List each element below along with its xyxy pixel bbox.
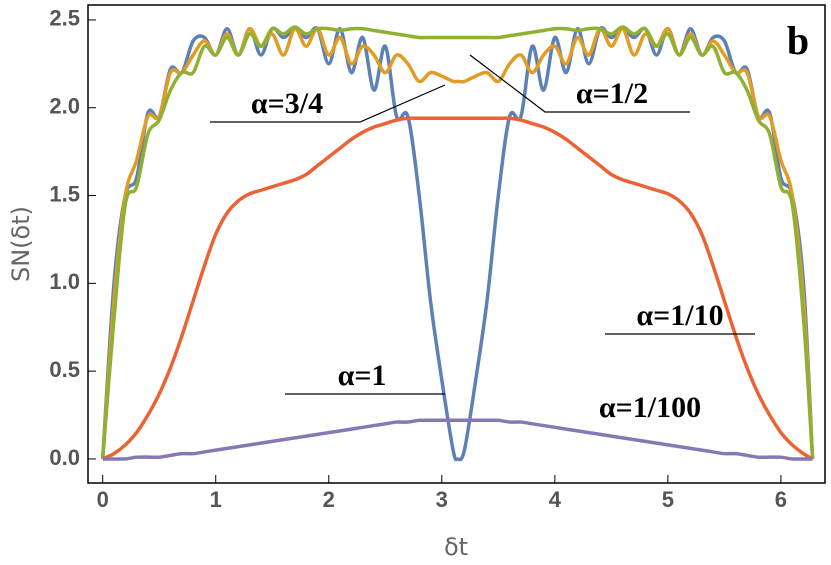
series-label: α=1/2	[576, 77, 648, 110]
y-tick-label: 1.5	[49, 181, 80, 206]
series-line	[102, 418, 813, 461]
panel-label: b	[787, 18, 809, 63]
series-label: α=1	[338, 359, 387, 392]
x-tick-label: 1	[210, 487, 222, 512]
x-tick-label: 0	[97, 487, 109, 512]
x-axis-label: δt	[444, 533, 468, 561]
y-tick-label: 1.0	[49, 269, 80, 294]
series-line	[100, 25, 815, 460]
y-tick-label: 0.0	[49, 445, 80, 470]
label-pointer	[469, 54, 690, 113]
series-line	[101, 116, 814, 461]
x-tick-label: 3	[436, 487, 448, 512]
y-tick-label: 0.5	[49, 357, 80, 382]
x-tick-label: 6	[775, 487, 787, 512]
series-label: α=1/100	[599, 391, 701, 424]
series-label: α=1/10	[636, 299, 723, 332]
x-tick-label: 4	[549, 487, 562, 512]
plot-frame	[87, 4, 826, 484]
y-tick-label: 2.5	[49, 6, 80, 31]
series-label: α=3/4	[251, 87, 323, 120]
x-tick-label: 2	[323, 487, 335, 512]
label-pointer	[210, 84, 446, 123]
y-tick-label: 2.0	[49, 94, 80, 119]
y-axis-label: SN(δt)	[7, 206, 35, 282]
x-tick-label: 5	[662, 487, 674, 512]
